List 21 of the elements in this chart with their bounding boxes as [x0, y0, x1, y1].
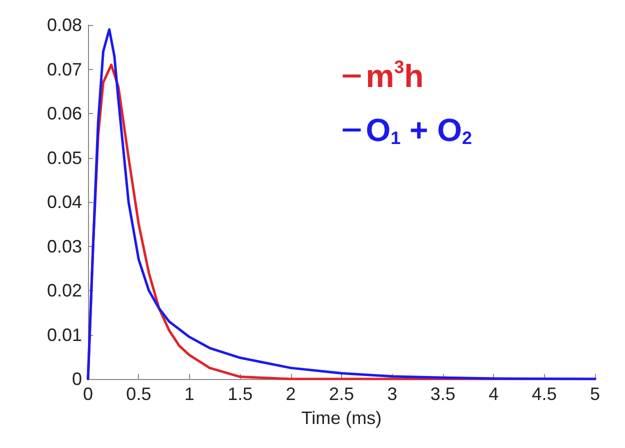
y-tick-label: 0.08: [46, 15, 82, 35]
y-tick-label: 0.01: [46, 324, 82, 345]
x-tick-label: 0.5: [126, 384, 152, 404]
legend-label: O1 + O2: [366, 112, 472, 148]
x-tick-label: 1.5: [228, 384, 253, 404]
x-tick-label: 2: [286, 384, 296, 404]
x-tick-label: 4.5: [532, 384, 557, 404]
y-tick-label: 0.06: [46, 104, 82, 124]
y-tick-label: 0: [72, 369, 82, 389]
x-axis-title: Time (ms): [301, 408, 382, 428]
x-tick-label: 4: [488, 384, 499, 404]
y-tick-label: 0.07: [46, 59, 82, 80]
y-tick-label: 0.02: [46, 280, 82, 300]
x-tick-label: 3: [387, 384, 398, 404]
x-tick-label: 5: [590, 384, 600, 404]
x-tick-label: 3.5: [430, 384, 456, 404]
y-tick-label: 0.04: [46, 192, 82, 212]
y-tick-label: 0.03: [46, 236, 82, 256]
x-tick-label: 1: [184, 384, 194, 404]
y-tick-label: 0.05: [46, 148, 82, 168]
x-tick-label: 2.5: [328, 384, 354, 404]
